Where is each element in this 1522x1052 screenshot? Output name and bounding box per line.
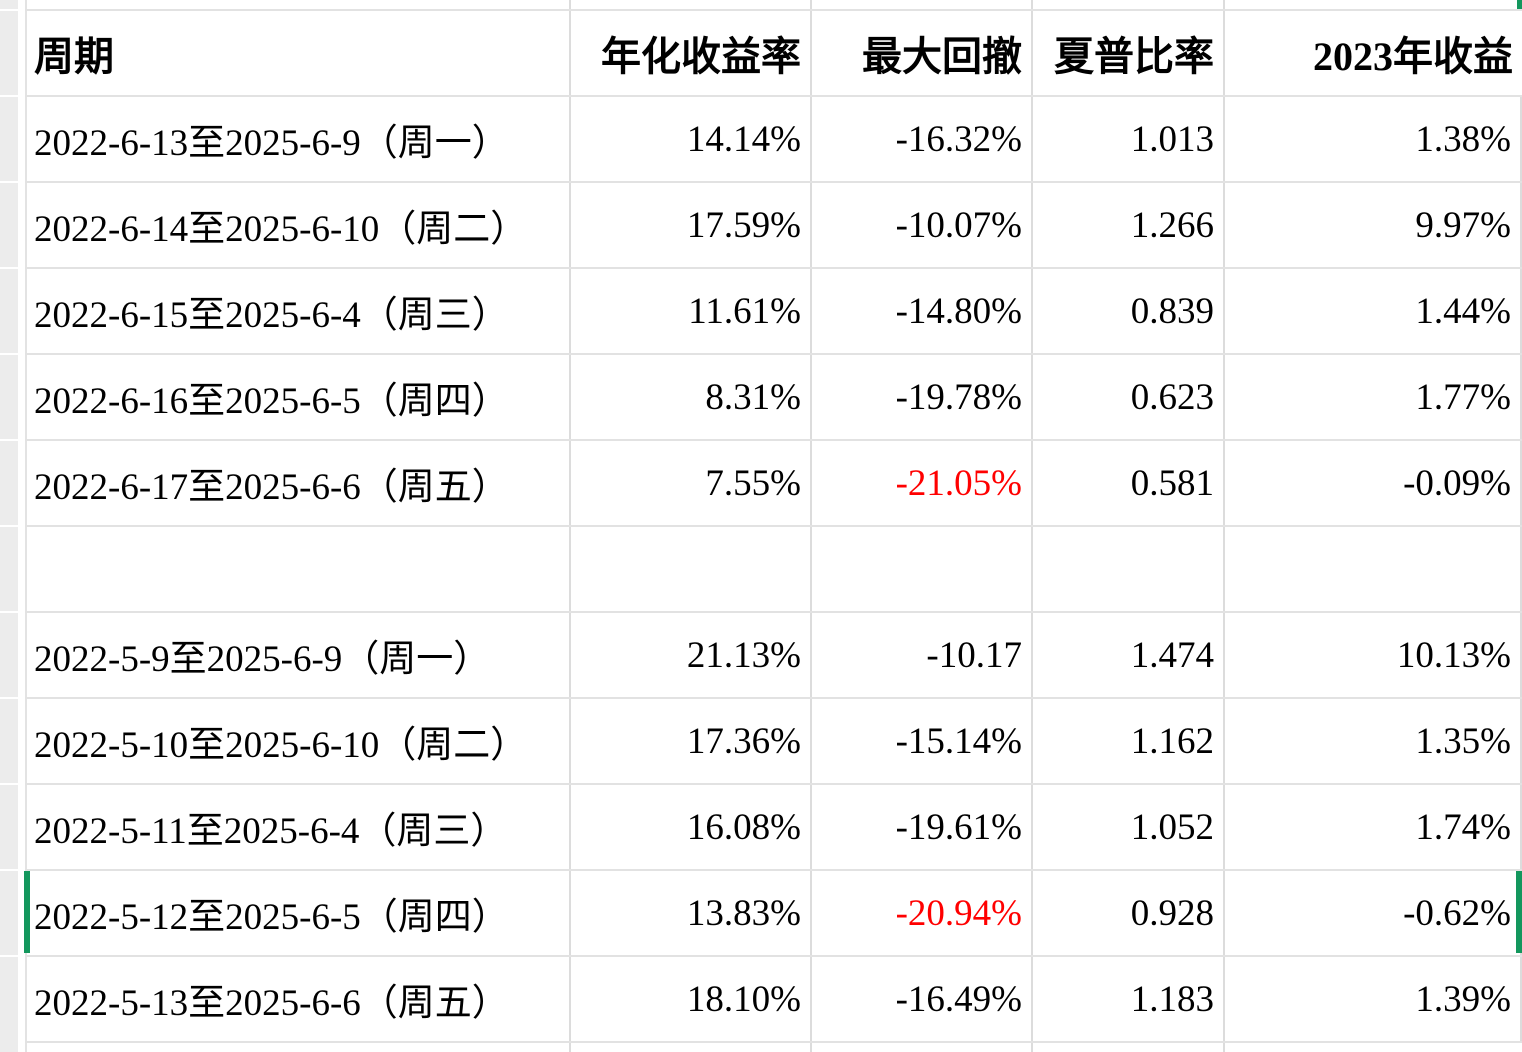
cell-sharpe-ratio[interactable]: 1.474 [1033, 613, 1225, 697]
cell-max-drawdown[interactable] [812, 527, 1033, 611]
cell-annualized-return[interactable]: 16.08% [571, 785, 812, 869]
selection-mark-top-right [1517, 0, 1522, 9]
cell-max-drawdown[interactable]: -15.14% [812, 699, 1033, 783]
cell-period[interactable]: 2022-6-15至2025-6-4（周三） [25, 269, 571, 353]
partial-cell [571, 0, 812, 9]
cell-period[interactable]: 2022-5-13至2025-6-6（周五） [25, 957, 571, 1041]
cell-max-drawdown[interactable]: -10.17 [812, 613, 1033, 697]
cell-2023-return[interactable]: 1.74% [1225, 785, 1522, 869]
partial-cell [25, 0, 571, 9]
partial-cell [1033, 0, 1225, 9]
cell-2023-return[interactable] [1225, 527, 1522, 611]
cell-max-drawdown[interactable]: -10.07% [812, 183, 1033, 267]
table-row: 2022-6-16至2025-6-5（周四） 8.31% -19.78% 0.6… [25, 355, 1522, 441]
column-header-2023-return[interactable]: 2023年收益 [1313, 34, 1513, 79]
table-row: 2022-5-9至2025-6-9（周一） 21.13% -10.17 1.47… [25, 613, 1522, 699]
cell-annualized-return[interactable]: 18.10% [571, 957, 812, 1041]
row-header-strip [0, 0, 18, 1052]
cell-annualized-return[interactable]: 8.31% [571, 355, 812, 439]
table-row [25, 527, 1522, 613]
table-row: 2022-5-12至2025-6-5（周四） 13.83% -20.94% 0.… [24, 871, 1522, 957]
cell-sharpe-ratio[interactable] [1033, 527, 1225, 611]
table-row: 2022-5-13至2025-6-6（周五） 18.10% -16.49% 1.… [25, 957, 1522, 1043]
cell-max-drawdown[interactable]: -20.94% [812, 871, 1033, 955]
cell-annualized-return[interactable]: 11.61% [571, 269, 812, 353]
cell-2023-return[interactable]: -0.62% [1225, 871, 1522, 955]
cell-sharpe-ratio[interactable]: 0.839 [1033, 269, 1225, 353]
partial-cell [812, 0, 1033, 9]
cell-sharpe-ratio[interactable]: 1.183 [1033, 957, 1225, 1041]
table-header-row: 周期 年化收益率 最大回撤 夏普比率 2023年收益 [25, 11, 1522, 97]
cell-sharpe-ratio[interactable]: 1.052 [1033, 785, 1225, 869]
cell-2023-return[interactable]: 1.35% [1225, 699, 1522, 783]
cell-sharpe-ratio[interactable]: 0.928 [1033, 871, 1225, 955]
cell-annualized-return[interactable]: 21.13% [571, 613, 812, 697]
cell-annualized-return[interactable]: 17.59% [571, 183, 812, 267]
cell-annualized-return[interactable]: 14.14% [571, 97, 812, 181]
cell-period[interactable]: 2022-6-14至2025-6-10（周二） [25, 183, 571, 267]
cell-2023-return[interactable]: 1.39% [1225, 957, 1522, 1041]
selection-bar-right [1516, 871, 1522, 953]
table-row: 2022-6-15至2025-6-4（周三） 11.61% -14.80% 0.… [25, 269, 1522, 355]
cell-2023-return[interactable]: 9.97% [1225, 183, 1522, 267]
table-row: 2022-6-13至2025-6-9（周一） 14.14% -16.32% 1.… [25, 97, 1522, 183]
cell-period[interactable]: 2022-5-9至2025-6-9（周一） [25, 613, 571, 697]
cell-sharpe-ratio[interactable]: 1.266 [1033, 183, 1225, 267]
column-header-period[interactable]: 周期 [25, 11, 571, 95]
cell-max-drawdown[interactable]: -19.61% [812, 785, 1033, 869]
cell-period[interactable] [25, 527, 571, 611]
cell-sharpe-ratio[interactable]: 1.013 [1033, 97, 1225, 181]
cell-max-drawdown[interactable]: -16.49% [812, 957, 1033, 1041]
cell-2023-return[interactable]: 1.77% [1225, 355, 1522, 439]
column-header-sharpe-ratio[interactable]: 夏普比率 [1033, 11, 1225, 95]
table-row: 2022-5-11至2025-6-4（周三） 16.08% -19.61% 1.… [25, 785, 1522, 871]
cell-sharpe-ratio[interactable]: 0.623 [1033, 355, 1225, 439]
cell-sharpe-ratio[interactable]: 1.162 [1033, 699, 1225, 783]
partial-row-top [25, 0, 1522, 11]
cell-2023-return[interactable]: 10.13% [1225, 613, 1522, 697]
column-header-annualized-return[interactable]: 年化收益率 [571, 11, 812, 95]
cell-annualized-return[interactable] [571, 527, 812, 611]
cell-max-drawdown[interactable]: -21.05% [812, 441, 1033, 525]
column-header-max-drawdown[interactable]: 最大回撤 [812, 11, 1033, 95]
spreadsheet-grid: 周期 年化收益率 最大回撤 夏普比率 2023年收益 2022-6-13至202… [24, 0, 1522, 1052]
selection-bar-left [24, 871, 30, 953]
cell-max-drawdown[interactable]: -19.78% [812, 355, 1033, 439]
cell-2023-return[interactable]: 1.44% [1225, 269, 1522, 353]
partial-cell [1225, 1043, 1522, 1052]
partial-cell [1033, 1043, 1225, 1052]
table-row: 2022-6-17至2025-6-6（周五） 7.55% -21.05% 0.5… [25, 441, 1522, 527]
cell-period[interactable]: 2022-6-16至2025-6-5（周四） [25, 355, 571, 439]
cell-annualized-return[interactable]: 7.55% [571, 441, 812, 525]
cell-period[interactable]: 2022-5-10至2025-6-10（周二） [25, 699, 571, 783]
table-row: 2022-6-14至2025-6-10（周二） 17.59% -10.07% 1… [25, 183, 1522, 269]
cell-period[interactable]: 2022-5-11至2025-6-4（周三） [25, 785, 571, 869]
cell-sharpe-ratio[interactable]: 0.581 [1033, 441, 1225, 525]
cell-2023-return[interactable]: 1.38% [1225, 97, 1522, 181]
cell-annualized-return[interactable]: 17.36% [571, 699, 812, 783]
partial-cell [571, 1043, 812, 1052]
cell-max-drawdown[interactable]: -14.80% [812, 269, 1033, 353]
cell-max-drawdown[interactable]: -16.32% [812, 97, 1033, 181]
cell-period[interactable]: 2022-6-13至2025-6-9（周一） [25, 97, 571, 181]
cell-period[interactable]: 2022-6-17至2025-6-6（周五） [25, 441, 571, 525]
partial-cell [25, 1043, 571, 1052]
cell-period[interactable]: 2022-5-12至2025-6-5（周四） [25, 871, 571, 955]
cell-2023-return[interactable]: -0.09% [1225, 441, 1522, 525]
partial-cell [1225, 0, 1522, 9]
cell-annualized-return[interactable]: 13.83% [571, 871, 812, 955]
table-row: 2022-5-10至2025-6-10（周二） 17.36% -15.14% 1… [25, 699, 1522, 785]
table-body: 2022-6-13至2025-6-9（周一） 14.14% -16.32% 1.… [24, 97, 1522, 1043]
partial-cell [812, 1043, 1033, 1052]
partial-row-bottom [25, 1043, 1522, 1052]
